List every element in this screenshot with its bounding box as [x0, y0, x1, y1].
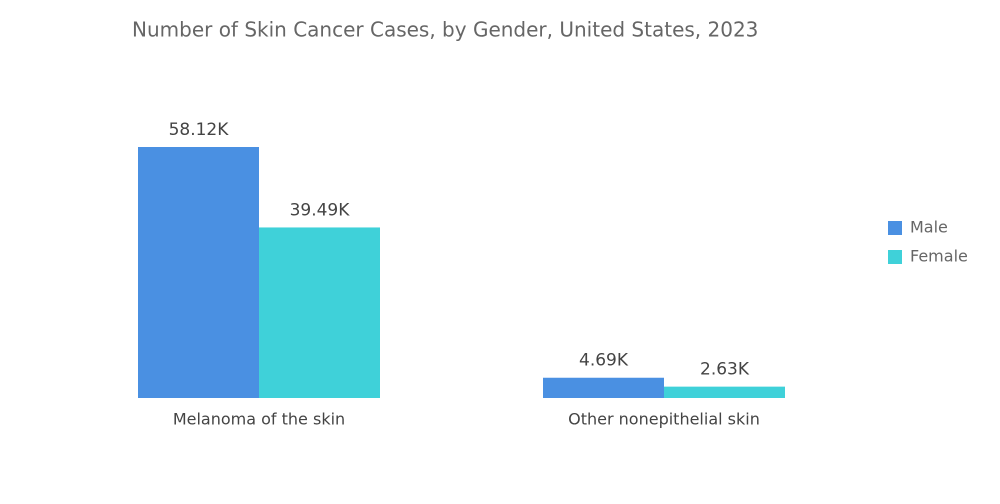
- legend-label: Female: [910, 247, 968, 266]
- x-tick-label: Other nonepithelial skin: [568, 410, 760, 429]
- legend-swatch: [888, 221, 902, 235]
- legend-label: Male: [910, 218, 948, 237]
- x-tick-label: Melanoma of the skin: [173, 410, 345, 429]
- data-label: 2.63K: [700, 360, 750, 380]
- chart-title: Number of Skin Cancer Cases, by Gender, …: [132, 18, 758, 42]
- bar: [543, 377, 664, 398]
- bar: [138, 147, 259, 398]
- data-label: 4.69K: [579, 351, 629, 371]
- data-label: 39.49K: [290, 200, 351, 220]
- bar: [259, 227, 380, 398]
- legend-swatch: [888, 250, 902, 264]
- bar: [664, 386, 785, 398]
- data-label: 58.12K: [169, 120, 230, 140]
